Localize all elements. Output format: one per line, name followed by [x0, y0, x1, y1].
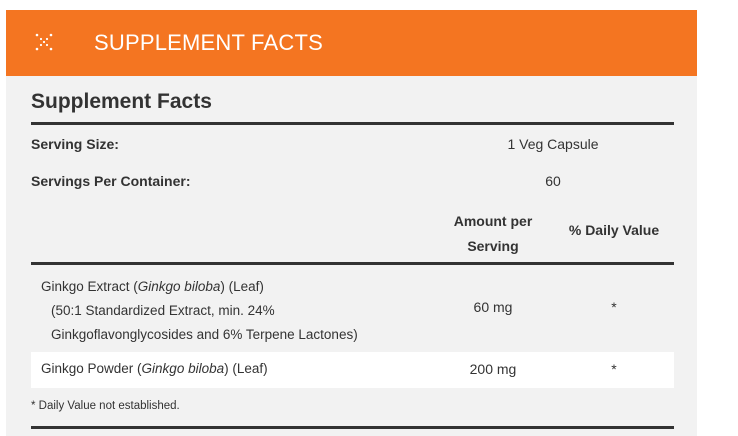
- section-header[interactable]: SUPPLEMENT FACTS: [6, 10, 697, 76]
- table-row: [31, 352, 674, 388]
- servings-label: Servings Per Container:: [31, 173, 191, 189]
- divider: [31, 262, 674, 265]
- serving-size-value: 1 Veg Capsule: [507, 136, 599, 152]
- ingredient-amount: 60 mg: [473, 299, 513, 315]
- col-amount-header: Amount per Serving: [453, 213, 533, 254]
- divider: [31, 122, 674, 125]
- ingredient-name: Ginkgo Powder (Ginkgo biloba) (Leaf): [41, 361, 268, 376]
- section-title: SUPPLEMENT FACTS: [94, 30, 323, 55]
- sparkle-x-icon: [35, 33, 53, 51]
- servings-value: 60: [545, 173, 561, 189]
- ingredient-name: Ginkgo Extract (Ginkgo biloba) (Leaf) (5…: [41, 279, 358, 342]
- ingredient-amount: 200 mg: [469, 361, 517, 377]
- ingredient-dv: *: [611, 361, 617, 377]
- ingredient-dv: *: [611, 299, 617, 315]
- facts-title: Supplement Facts: [31, 90, 212, 113]
- serving-size-label: Serving Size:: [31, 136, 119, 152]
- divider: [31, 426, 674, 429]
- footnote: * Daily Value not established.: [31, 400, 180, 412]
- col-dv-header: % Daily Value: [568, 222, 660, 238]
